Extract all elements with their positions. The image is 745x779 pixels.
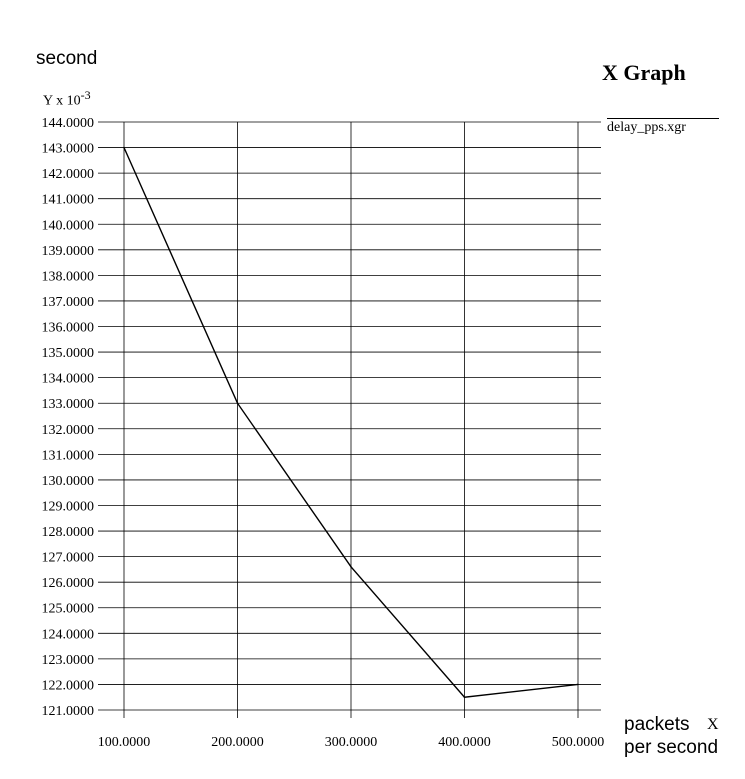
y-tick-label: 134.0000	[42, 372, 95, 387]
x-tick-labels: 100.0000 200.0000 300.0000 400.0000 500.0000	[98, 735, 605, 750]
legend-line-sample	[607, 118, 719, 119]
y-tick-label: 138.0000	[42, 269, 95, 284]
data-point	[463, 696, 466, 699]
x-tick-label: 400.0000	[438, 735, 491, 750]
y-tick-label: 142.0000	[42, 167, 95, 182]
y-tick-label: 126.0000	[42, 576, 95, 591]
y-scale-exponent: -3	[80, 88, 91, 102]
y-tick-label: 137.0000	[42, 295, 95, 310]
y-tick-label: 124.0000	[42, 627, 95, 642]
data-point	[350, 566, 352, 568]
series-lines	[123, 146, 579, 699]
legend-entry: delay_pps.xgr	[607, 120, 686, 135]
y-tick-label: 123.0000	[42, 653, 95, 668]
x-tick-label: 200.0000	[211, 735, 264, 750]
x-axis-label-line2: per second	[624, 737, 719, 758]
y-tick-label: 129.0000	[42, 499, 95, 514]
chart-title: X Graph	[602, 60, 686, 85]
data-point	[236, 402, 239, 405]
data-point	[577, 683, 579, 686]
y-scale-label: Y x 10-3	[43, 88, 91, 110]
y-tick-label: 139.0000	[42, 244, 95, 259]
y-tick-label: 131.0000	[42, 448, 95, 463]
x-axis-label-line1: packets	[624, 714, 690, 735]
y-tick-label: 128.0000	[42, 525, 95, 540]
x-axis-name: X	[707, 716, 719, 733]
y-tick-label: 130.0000	[42, 474, 95, 489]
y-tick-label: 136.0000	[42, 321, 95, 336]
x-tick-label: 300.0000	[325, 735, 378, 750]
y-tick-label: 132.0000	[42, 423, 95, 438]
y-tick-label: 121.0000	[42, 704, 95, 719]
y-tick-label: 125.0000	[42, 602, 95, 617]
y-tick-label: 144.0000	[42, 116, 95, 131]
y-tick-label: 141.0000	[42, 193, 95, 208]
y-tick-labels: 121.0000 122.0000 123.0000 124.0000 125.0000…	[42, 116, 95, 719]
x-tick-label: 500.0000	[552, 735, 605, 750]
y-tick-label: 127.0000	[42, 551, 95, 566]
y-scale-text: Y x 10	[43, 93, 81, 109]
y-tick-label: 122.0000	[42, 678, 95, 693]
data-point	[123, 146, 125, 149]
x-tick-label: 100.0000	[98, 735, 151, 750]
x-axis-label: packets per second	[624, 713, 718, 759]
y-tick-label: 143.0000	[42, 142, 95, 157]
grid	[98, 121, 601, 718]
y-tick-label: 135.0000	[42, 346, 95, 361]
y-axis-label: second	[36, 48, 98, 69]
y-tick-label: 133.0000	[42, 397, 95, 412]
y-tick-label: 140.0000	[42, 218, 95, 233]
